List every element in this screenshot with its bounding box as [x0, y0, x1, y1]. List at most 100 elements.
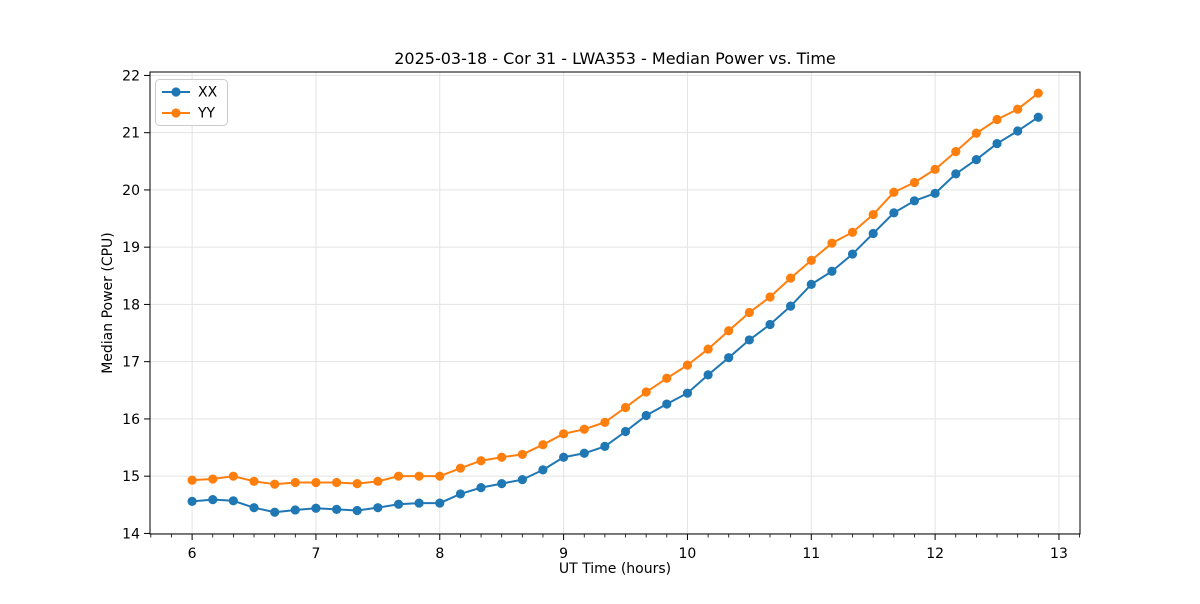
y-tick-label: 22	[122, 68, 140, 84]
y-tick-label: 15	[122, 469, 140, 485]
data-point-yy	[930, 164, 940, 174]
legend-marker-xx	[171, 87, 181, 97]
data-point-xx	[435, 498, 445, 508]
x-tick-label: 7	[311, 546, 320, 562]
data-point-xx	[620, 426, 631, 437]
data-point-yy	[909, 177, 920, 188]
data-point-yy	[1033, 88, 1043, 98]
data-point-xx	[806, 279, 816, 289]
data-point-yy	[620, 402, 631, 413]
data-point-xx	[249, 503, 259, 513]
data-point-xx	[1033, 112, 1043, 122]
data-point-xx	[352, 505, 362, 516]
data-point-yy	[476, 456, 486, 466]
chart-title: 2025-03-18 - Cor 31 - LWA353 - Median Po…	[394, 49, 836, 68]
tick-layer: 6 7 8 9 10 11 12 13 14 15 16 17 18 19 20 21 22	[122, 68, 1080, 562]
legend-marker-yy	[171, 108, 181, 118]
data-point-xx	[827, 266, 837, 276]
data-point-xx	[393, 499, 404, 509]
legend-label-yy: YY	[197, 106, 216, 122]
data-point-yy	[827, 238, 837, 248]
data-point-xx	[538, 465, 548, 475]
data-point-xx	[868, 228, 878, 239]
data-point-yy	[579, 424, 589, 434]
data-point-yy	[352, 479, 362, 489]
data-point-xx	[992, 138, 1002, 149]
data-point-xx	[332, 504, 342, 514]
data-point-xx	[559, 452, 569, 462]
data-point-yy	[311, 477, 321, 488]
data-point-yy	[208, 474, 218, 484]
series-layer	[187, 88, 1043, 517]
x-tick-label: 10	[679, 546, 697, 562]
x-tick-label: 6	[188, 546, 197, 562]
data-point-xx	[765, 319, 775, 330]
y-tick-label: 14	[122, 526, 140, 542]
data-point-xx	[187, 496, 197, 506]
data-point-yy	[992, 114, 1002, 125]
data-point-yy	[889, 187, 899, 197]
data-point-yy	[435, 471, 445, 481]
data-point-yy	[806, 255, 816, 265]
x-axis-label: UT Time (hours)	[559, 561, 671, 577]
y-tick-label: 17	[122, 355, 140, 371]
plot-border	[149, 71, 1081, 535]
data-point-yy	[600, 417, 610, 427]
y-tick-label: 16	[122, 412, 140, 428]
data-point-xx	[600, 441, 610, 452]
y-tick-label: 21	[122, 126, 140, 142]
data-point-xx	[889, 208, 899, 218]
data-point-xx	[744, 335, 754, 345]
y-tick-label: 19	[122, 240, 140, 256]
data-point-xx	[414, 498, 424, 508]
series-line-yy	[192, 92, 1039, 486]
data-point-xx	[373, 503, 383, 513]
data-point-yy	[785, 273, 796, 283]
data-point-xx	[455, 489, 466, 499]
data-point-yy	[228, 471, 238, 481]
x-tick-label: 12	[926, 546, 944, 562]
series-line-xx	[192, 116, 1039, 514]
data-point-xx	[785, 301, 796, 311]
x-tick-label: 8	[435, 546, 444, 562]
data-point-yy	[765, 292, 775, 302]
data-point-xx	[1013, 126, 1023, 136]
data-point-yy	[559, 429, 569, 439]
y-tick-label: 18	[122, 297, 140, 313]
data-point-xx	[517, 475, 527, 485]
data-point-xx	[208, 495, 218, 505]
x-tick-label: 13	[1050, 546, 1068, 562]
data-point-xx	[641, 410, 651, 421]
data-point-yy	[373, 476, 383, 486]
data-point-xx	[930, 188, 940, 198]
data-point-yy	[847, 227, 858, 237]
data-point-yy	[517, 449, 527, 460]
data-point-xx	[476, 483, 486, 493]
data-point-xx	[971, 154, 981, 165]
data-point-yy	[393, 471, 404, 481]
legend-label-xx: XX	[198, 85, 218, 101]
data-point-yy	[187, 475, 197, 485]
x-tick-label: 9	[559, 546, 568, 562]
data-point-yy	[703, 344, 713, 354]
data-point-yy	[641, 387, 651, 397]
data-point-yy	[332, 477, 342, 488]
data-point-xx	[847, 249, 858, 259]
data-point-xx	[951, 169, 961, 179]
data-point-xx	[703, 370, 713, 380]
data-point-yy	[744, 307, 754, 318]
data-point-xx	[724, 353, 734, 363]
y-axis-label: Median Power (CPU)	[100, 232, 116, 374]
data-point-xx	[579, 448, 589, 458]
data-point-yy	[951, 146, 961, 157]
data-point-yy	[455, 463, 466, 473]
data-point-xx	[290, 505, 300, 515]
data-point-yy	[724, 326, 734, 336]
data-point-xx	[497, 479, 507, 489]
data-point-xx	[228, 496, 238, 506]
data-point-yy	[868, 209, 878, 220]
data-point-xx	[270, 507, 280, 517]
y-tick-label: 20	[122, 183, 140, 199]
